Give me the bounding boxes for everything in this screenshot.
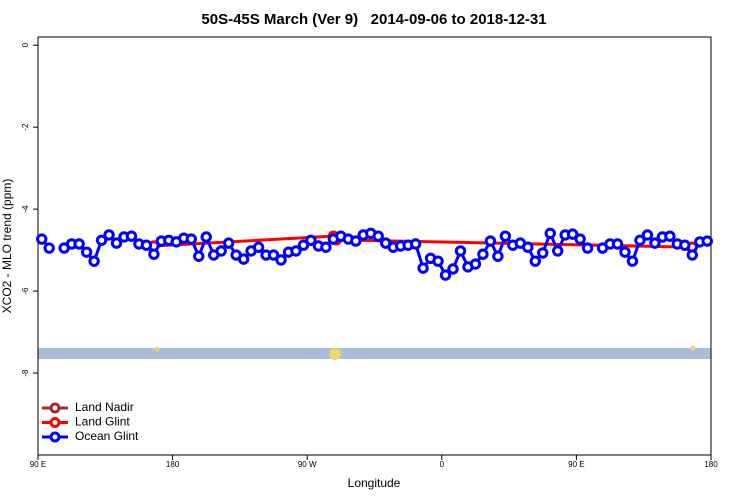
- point: [350, 235, 362, 247]
- point: [252, 241, 265, 253]
- legend-marker: [49, 402, 61, 414]
- y-tick-label: -8: [21, 369, 30, 377]
- x-tick-label: 90 W: [298, 460, 317, 469]
- point: [125, 230, 138, 242]
- legend-label: Land Glint: [75, 415, 130, 429]
- point: [36, 233, 48, 245]
- point: [43, 242, 55, 254]
- point: [275, 254, 287, 266]
- x-tick-label: 180: [166, 460, 180, 469]
- land-marker: [154, 346, 160, 352]
- point: [574, 233, 586, 245]
- point: [95, 234, 108, 246]
- point: [619, 246, 631, 258]
- point: [297, 239, 310, 251]
- chart-title: 50S-45S March (Ver 9) 2014-09-06 to 2018…: [201, 11, 546, 28]
- point: [634, 234, 646, 246]
- legend-label: Ocean Glint: [75, 429, 139, 443]
- legend-marker: [49, 431, 61, 443]
- surface-band: [38, 348, 711, 359]
- point: [320, 241, 332, 253]
- point: [499, 230, 512, 242]
- land-marker: [690, 345, 696, 351]
- y-tick-label: -4: [21, 205, 30, 213]
- point: [641, 229, 654, 241]
- x-tick-label: 90 E: [568, 460, 584, 469]
- point: [664, 230, 676, 242]
- point: [544, 227, 556, 239]
- point: [215, 245, 227, 257]
- x-tick-label: 0: [440, 460, 445, 469]
- point: [80, 246, 93, 258]
- land-marker: [329, 348, 341, 360]
- point: [222, 237, 235, 249]
- plot-frame: [37, 36, 712, 456]
- point: [185, 233, 197, 245]
- point: [529, 255, 541, 267]
- point: [522, 241, 534, 253]
- point: [409, 238, 422, 250]
- point: [447, 263, 459, 275]
- point: [267, 249, 280, 261]
- legend-label: Land Nadir: [75, 400, 134, 414]
- y-tick-label: -2: [21, 123, 30, 131]
- point: [566, 228, 579, 240]
- x-tick-label: 90 E: [30, 460, 46, 469]
- y-tick-label: -6: [21, 287, 30, 295]
- point: [454, 245, 467, 257]
- point: [626, 255, 639, 267]
- point: [372, 230, 384, 242]
- point: [492, 250, 504, 262]
- point: [148, 248, 160, 260]
- point: [611, 238, 624, 250]
- point: [649, 237, 661, 249]
- point: [103, 229, 115, 241]
- point: [484, 235, 497, 247]
- point: [73, 238, 85, 250]
- point: [290, 245, 302, 257]
- point: [686, 249, 699, 261]
- point: [552, 245, 564, 257]
- y-tick-label: 0: [21, 42, 30, 47]
- point: [469, 258, 482, 270]
- point: [200, 231, 212, 243]
- point: [110, 237, 123, 249]
- point: [305, 234, 317, 246]
- point: [701, 235, 713, 247]
- point: [140, 239, 153, 251]
- x-tick-label: 180: [704, 460, 718, 469]
- point: [537, 247, 549, 259]
- point: [432, 255, 444, 267]
- point: [237, 253, 250, 265]
- legend-marker: [49, 417, 61, 428]
- point: [417, 262, 429, 274]
- point: [679, 239, 691, 251]
- x-axis-label: Longitude: [348, 476, 401, 490]
- point: [439, 269, 452, 281]
- point: [193, 250, 205, 262]
- point: [581, 242, 594, 254]
- point: [477, 248, 489, 260]
- point: [88, 255, 100, 267]
- y-axis-label: XCO2 - MLO trend (ppm): [0, 179, 14, 314]
